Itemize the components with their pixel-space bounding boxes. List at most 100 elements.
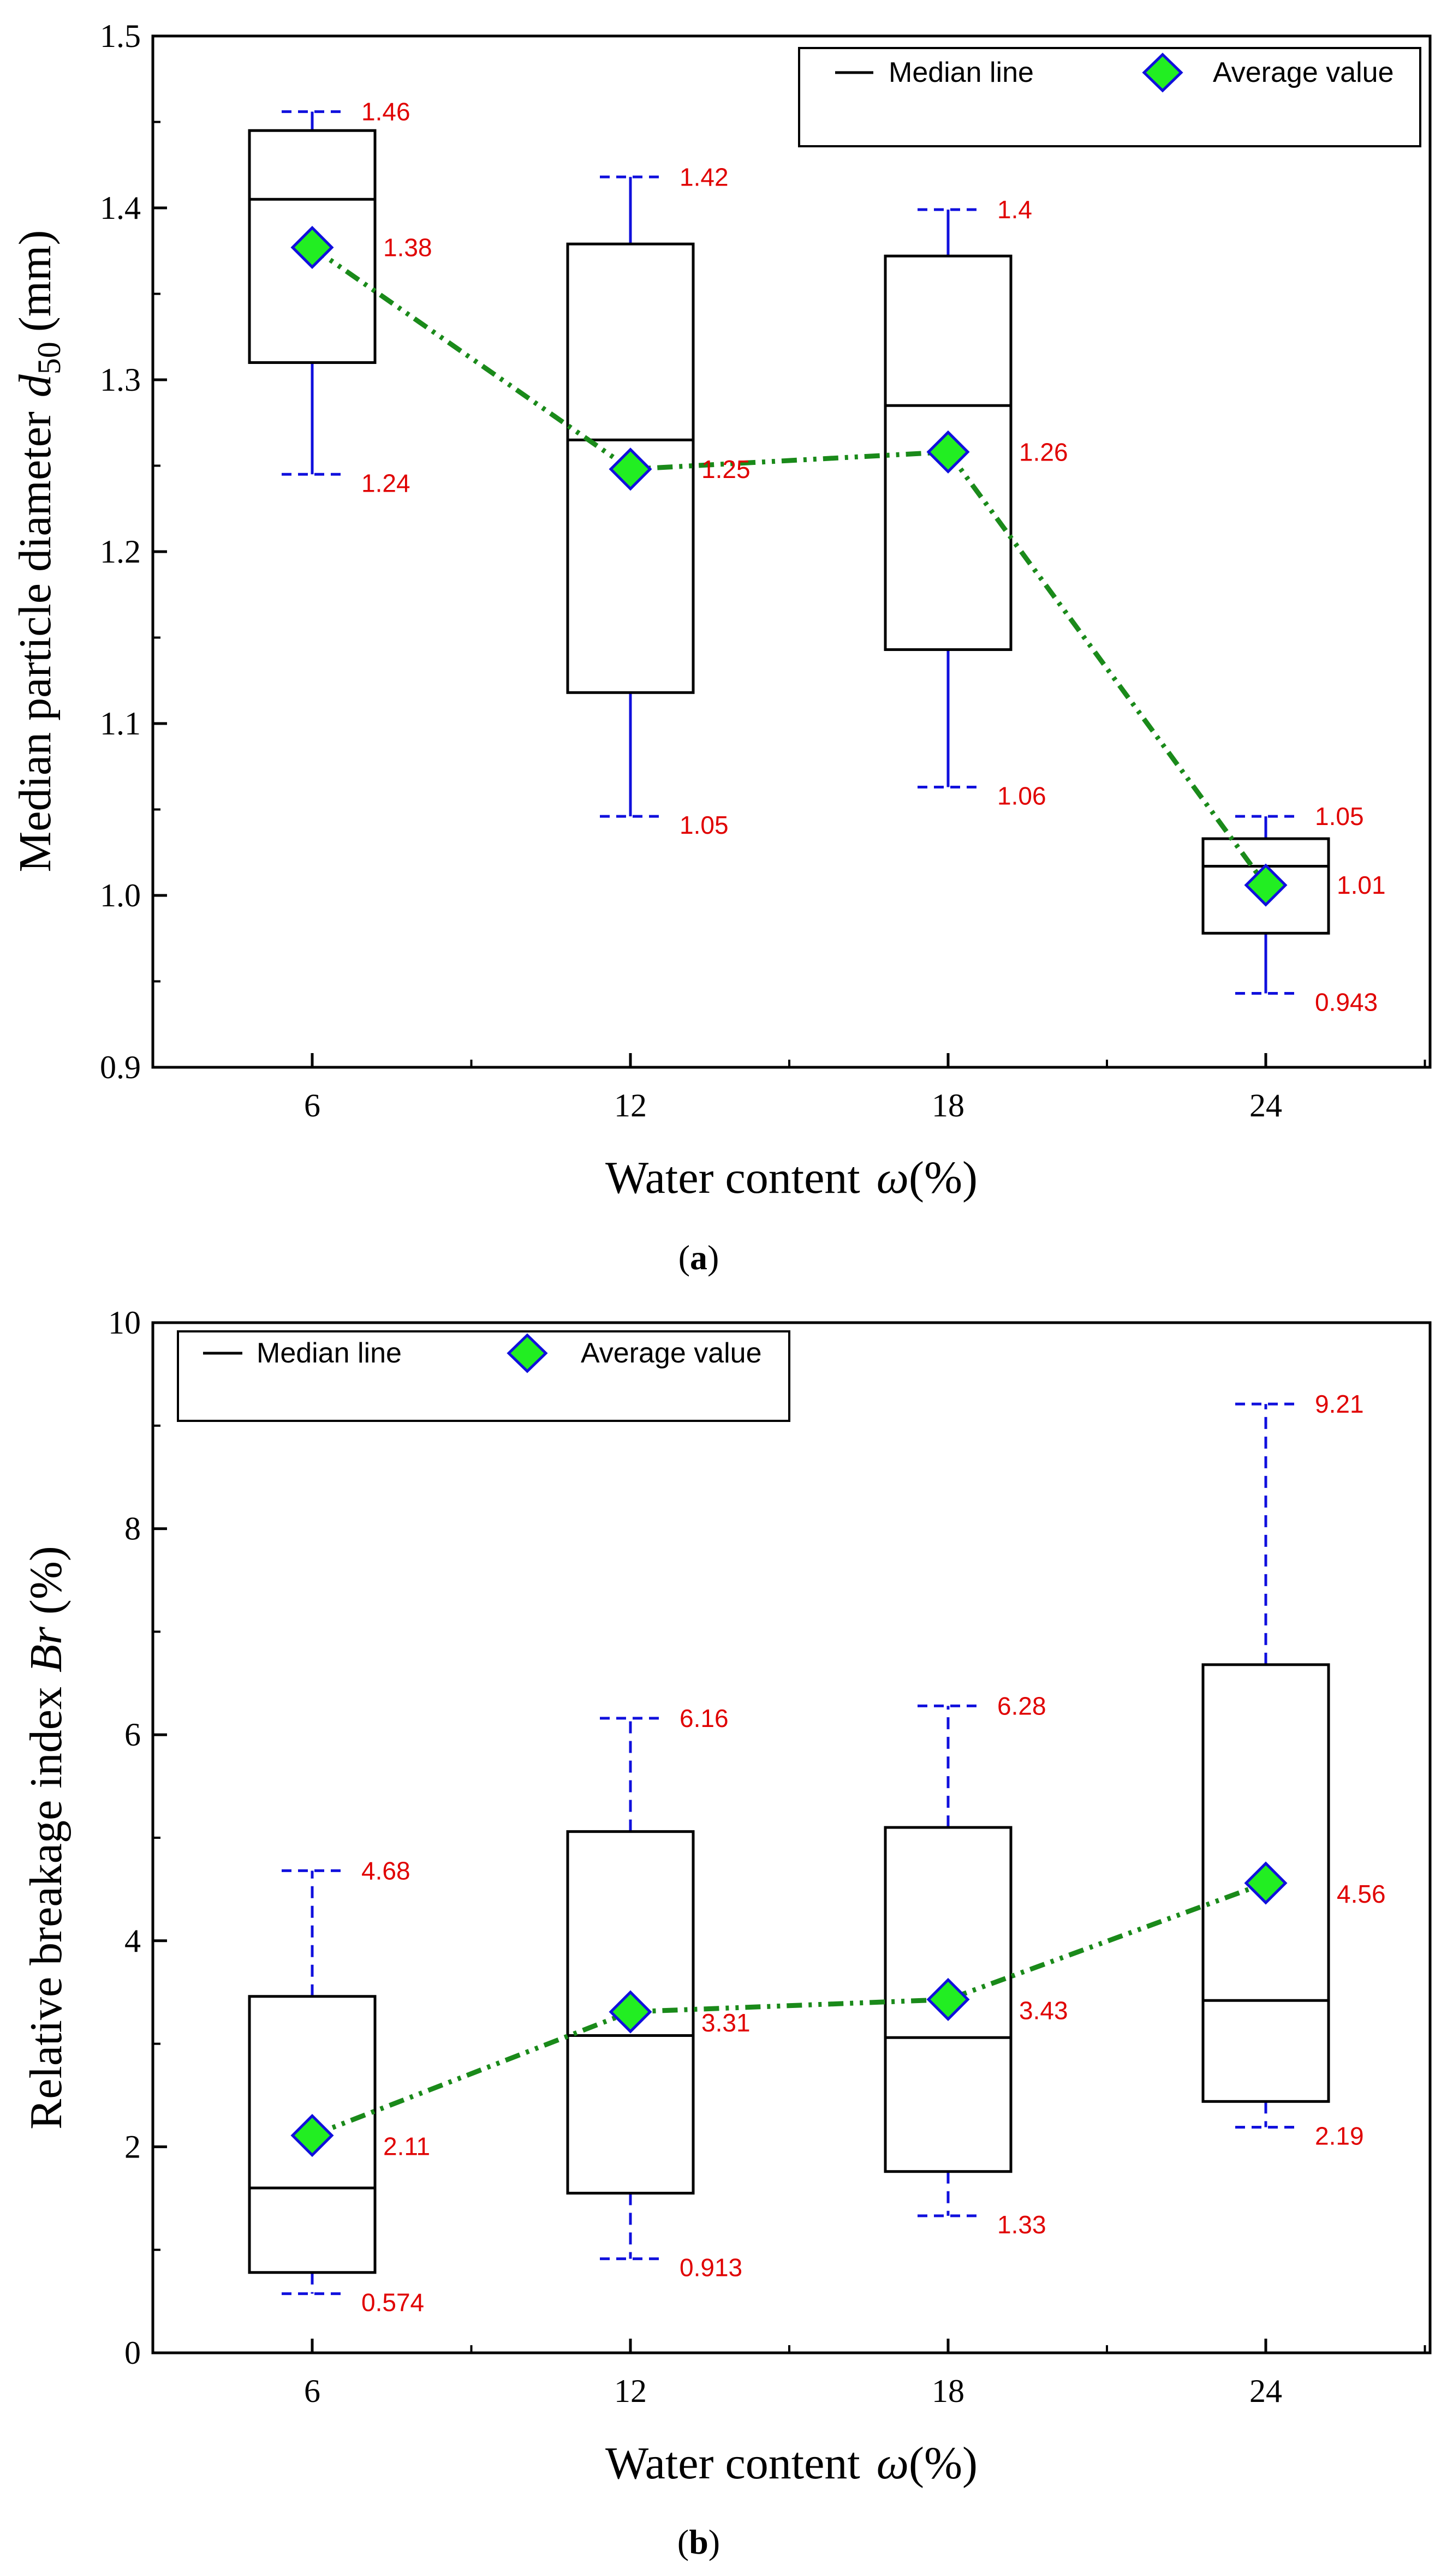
- panel-a-average-marker: [609, 447, 652, 491]
- panel-a-min-label: 1.06: [997, 782, 1046, 810]
- panel-b-x-axis-ticks: 6 12 18 24: [152, 2339, 1426, 2409]
- panel-a-average-marker: [1244, 863, 1288, 907]
- panel-b-x-axis-label: Water content ω(%): [605, 2438, 978, 2489]
- panel-b-legend-average-label: Average value: [581, 1337, 762, 1369]
- panel-b-legend: Median line Average value: [177, 1330, 790, 1422]
- panel-b-y-tick-label: 4: [124, 1923, 141, 1959]
- panel-a-box: [1201, 837, 1330, 935]
- green-diamond-icon: [507, 1333, 548, 1373]
- panel-a-data-labels: 1.46 1.38 1.24 1.42 1.25 1.05 1.4 1.26 1.06 1.05 1…: [361, 98, 1386, 1017]
- panel-b-mean-label: 3.43: [1019, 1996, 1068, 2024]
- panel-b-average-line: [311, 1880, 1267, 2138]
- panel-b-max-label: 4.68: [361, 1856, 410, 1885]
- green-diamond-icon: [1142, 52, 1183, 93]
- panel-b-x-tick-label: 24: [1249, 2373, 1282, 2409]
- panel-a-legend: Median line Average value: [798, 47, 1421, 147]
- panel-b-x-label-text: Water content: [605, 2438, 860, 2489]
- panel-b-y-tick-label: 6: [124, 1717, 141, 1753]
- panel-a-average-line: [311, 245, 1268, 887]
- panel-a-min-label: 1.24: [361, 469, 410, 497]
- panel-a-y-tick-label: 1.0: [100, 877, 141, 913]
- panel-a-caption: (a): [678, 1238, 719, 1277]
- panel-b-y-label-text: Relative breakage index: [21, 1687, 72, 2130]
- panel-b-mean-label: 4.56: [1337, 1880, 1386, 1908]
- panel-b-data-labels: 4.68 2.11 0.574 6.16 3.31 0.913 6.28 3.43 1.33 9.…: [361, 1390, 1386, 2316]
- panel-b-x-tick-label: 12: [614, 2373, 647, 2409]
- panel-a-max-label: 1.05: [1315, 802, 1364, 830]
- panel-a-y-axis-label: Median particle diameter d50 (mm): [10, 230, 67, 872]
- panel-b-box: [884, 1826, 1013, 2173]
- panel-a-box: [884, 254, 1013, 652]
- panel-a-mean-label: 1.01: [1337, 871, 1386, 899]
- panel-a-x-tick-label: 12: [614, 1087, 647, 1123]
- panel-b-boxes: [248, 1402, 1330, 2296]
- panel-a-y-label-text: Median particle diameter: [10, 411, 61, 872]
- panel-b-box: [1201, 1663, 1330, 2103]
- panel-b-average-marker: [1244, 1861, 1288, 1905]
- panel-b-y-axis-ticks: 0 2 4 6 8 10: [108, 1305, 167, 2371]
- panel-b-y-tick-label: 0: [124, 2335, 141, 2371]
- panel-a-min-label: 1.05: [680, 811, 729, 839]
- panel-b-x-label-symbol: ω: [877, 2438, 909, 2489]
- panel-b-plot-frame: [151, 1321, 1432, 2354]
- panel-a-max-label: 1.42: [680, 163, 729, 191]
- panel-a-max-label: 1.4: [997, 195, 1032, 224]
- panel-a-y-label-subscript: 50: [31, 342, 67, 374]
- panel-a-x-tick-label: 24: [1249, 1087, 1282, 1123]
- panel-a-y-tick-label: 1.5: [100, 18, 141, 54]
- panel-a-y-label-symbol: d: [10, 374, 61, 397]
- panel-b-average-trend: [290, 1861, 1288, 2157]
- panel-b-y-tick-label: 2: [124, 2129, 141, 2165]
- panel-a-max-label: 1.46: [361, 98, 410, 126]
- panel-a-average-trend: [290, 225, 1288, 907]
- panel-a-box: [248, 129, 377, 364]
- panel-a-average-marker: [290, 225, 334, 269]
- panel-a-mean-label: 1.26: [1019, 438, 1068, 466]
- panel-a-x-label-unit: (%): [909, 1152, 978, 1203]
- panel-b-mean-label: 3.31: [701, 2009, 751, 2037]
- panel-a-box: [566, 242, 695, 694]
- panel-b-box: [248, 1995, 377, 2274]
- panel-b-y-label-symbol: Br: [21, 1627, 72, 1672]
- panel-b-average-marker: [290, 2114, 334, 2157]
- panel-b-min-label: 2.19: [1315, 2122, 1364, 2150]
- panel-b-legend-box: [177, 1330, 790, 1422]
- panel-a: 0.91.01.11.21.31.41.5 6 12 18 24 1.461.381.…: [10, 18, 1432, 1277]
- panel-a-legend-average-label: Average value: [1213, 57, 1394, 88]
- panel-b-mean-label: 2.11: [383, 2132, 430, 2161]
- panel-a-y-tick-label: 0.9: [100, 1049, 141, 1085]
- panel-b-max-label: 9.21: [1315, 1390, 1364, 1418]
- panel-b-x-tick-label: 6: [304, 2373, 320, 2409]
- panel-a-caption-letter: a: [690, 1238, 707, 1277]
- panel-b-x-label-unit: (%): [909, 2438, 978, 2489]
- panel-a-min-label: 0.943: [1315, 988, 1378, 1017]
- panel-b-max-label: 6.16: [680, 1704, 729, 1732]
- panel-b-average-marker: [609, 1990, 652, 2034]
- panel-b-x-tick-label: 18: [932, 2373, 964, 2409]
- panel-b-y-tick-label: 8: [124, 1511, 141, 1547]
- panel-a-x-axis-label: Water content ω(%): [605, 1152, 978, 1203]
- panel-a-y-tick-label: 1.3: [100, 362, 141, 398]
- panel-a-x-tick-label: 18: [932, 1087, 964, 1123]
- panel-a-y-axis-ticks: 0.9 1.0 1.1 1.2 1.3 1.4 1.5: [100, 18, 167, 1085]
- panel-a-x-axis-ticks: 6 12 18 24: [152, 1053, 1426, 1123]
- panel-b-caption: (b): [677, 2523, 720, 2561]
- panel-a-mean-label: 1.38: [383, 233, 432, 261]
- panel-a-x-label-text: Water content: [605, 1152, 860, 1203]
- panel-b-y-label-unit: (%): [21, 1546, 72, 1615]
- panel-a-y-tick-label: 1.2: [100, 534, 141, 570]
- panel-b-caption-letter: b: [689, 2523, 708, 2561]
- panel-b-min-label: 0.574: [361, 2288, 424, 2317]
- panel-a-legend-box: [798, 47, 1421, 147]
- panel-a-x-tick-label: 6: [304, 1087, 320, 1123]
- panel-b-min-label: 1.33: [997, 2210, 1046, 2239]
- panel-a-average-marker: [926, 430, 970, 474]
- panel-b-y-tick-label: 10: [108, 1305, 141, 1341]
- panel-b-max-label: 6.28: [997, 1692, 1046, 1720]
- panel-b-legend-median-label: Median line: [257, 1337, 402, 1369]
- panel-a-y-tick-label: 1.1: [100, 706, 141, 742]
- panel-a-y-label-unit: (mm): [10, 230, 61, 332]
- panel-a-mean-label: 1.25: [701, 455, 751, 483]
